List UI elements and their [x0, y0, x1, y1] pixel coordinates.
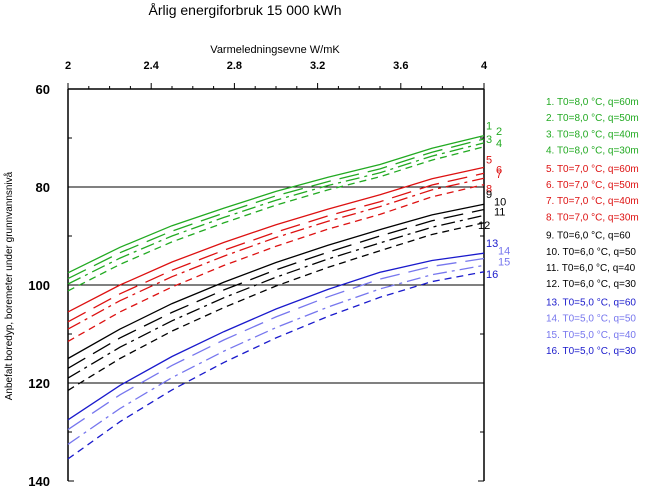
- y-tick-label: 100: [28, 278, 50, 293]
- chart-title: Årlig energiforbruk 15 000 kWh: [149, 2, 342, 18]
- end-label: 5: [486, 154, 492, 166]
- x-tick-label: 2.4: [144, 60, 160, 72]
- series-line-7: [67, 177, 485, 330]
- legend-item: 13. T0=5,0 °C, q=60: [546, 297, 636, 308]
- series-line-14: [67, 257, 485, 431]
- end-label: 6: [496, 164, 502, 176]
- x-axis-label: Varmeledningsevne W/mK: [210, 44, 340, 56]
- end-label: 2: [496, 126, 502, 138]
- series-line-1: [67, 134, 485, 274]
- y-axis-label: Anbefalt boredyp, boremeter under grunnv…: [3, 171, 15, 400]
- legend: 1. T0=8,0 °C, q=60m 2. T0=8,0 °C, q=50m 3.…: [546, 97, 639, 357]
- x-tick-label: 4: [481, 60, 488, 72]
- end-label: 4: [496, 138, 502, 150]
- legend-item: 5. T0=7,0 °C, q=60m: [546, 164, 639, 175]
- x-tick-label: 3.2: [310, 60, 325, 72]
- series-line-16: [67, 271, 485, 460]
- end-label: 9: [486, 189, 492, 201]
- end-label: 14: [498, 246, 510, 258]
- legend-item: 7. T0=7,0 °C, q=40m: [546, 196, 639, 207]
- end-label: 1: [486, 121, 492, 133]
- series-line-15: [67, 264, 485, 445]
- x-tick-label: 2.8: [227, 60, 242, 72]
- end-label: 15: [498, 256, 510, 268]
- legend-item: 2. T0=8,0 °C, q=50m: [546, 113, 639, 124]
- series-line-9: [67, 203, 485, 360]
- end-label: 16: [486, 269, 498, 281]
- y-tick-label: 80: [36, 180, 50, 195]
- legend-item: 12. T0=6,0 °C, q=30: [546, 279, 636, 290]
- legend-item: 8. T0=7,0 °C, q=30m: [546, 212, 639, 223]
- end-label: 7: [496, 169, 502, 181]
- series-lines: [67, 134, 485, 460]
- end-label: 10: [494, 197, 506, 209]
- legend-item: 10. T0=6,0 °C, q=50: [546, 247, 636, 258]
- legend-item: 9. T0=6,0 °C, q=60: [546, 231, 631, 242]
- end-label: 13: [486, 238, 498, 250]
- end-label: 8: [486, 184, 492, 196]
- series-line-6: [67, 172, 485, 323]
- y-tick-label: 60: [36, 82, 50, 97]
- legend-item: 16. T0=5,0 °C, q=30: [546, 346, 636, 357]
- end-label: 11: [494, 206, 505, 218]
- y-tick-label: 140: [28, 474, 50, 488]
- legend-item: 14. T0=5,0 °C, q=50: [546, 314, 636, 325]
- x-tick-label: 2: [65, 60, 71, 72]
- legend-item: 3. T0=8,0 °C, q=40m: [546, 129, 639, 140]
- legend-item: 4. T0=8,0 °C, q=30m: [546, 146, 639, 157]
- x-tick-label: 3.6: [393, 60, 408, 72]
- series-line-3: [67, 142, 485, 285]
- series-line-2: [67, 138, 485, 280]
- series-line-8: [67, 183, 485, 342]
- end-label: 12: [478, 220, 490, 232]
- series-line-5: [67, 166, 485, 313]
- legend-item: 6. T0=7,0 °C, q=50m: [546, 180, 639, 191]
- y-tick-label: 120: [28, 376, 50, 391]
- series-line-12: [67, 222, 485, 391]
- legend-item: 15. T0=5,0 °C, q=40: [546, 330, 636, 341]
- gridlines: [68, 186, 484, 384]
- series-line-4: [67, 146, 485, 292]
- y-ticks: 60 80 100 120 140: [28, 82, 50, 488]
- x-ticks: 2 2.4 2.8 3.2 3.6 4: [65, 60, 488, 72]
- legend-item: 11. T0=6,0 °C, q=40: [546, 263, 636, 274]
- legend-item: 1. T0=8,0 °C, q=60m: [546, 97, 639, 108]
- series-line-13: [67, 252, 485, 421]
- axes: [67, 83, 485, 482]
- end-label: 3: [486, 134, 492, 146]
